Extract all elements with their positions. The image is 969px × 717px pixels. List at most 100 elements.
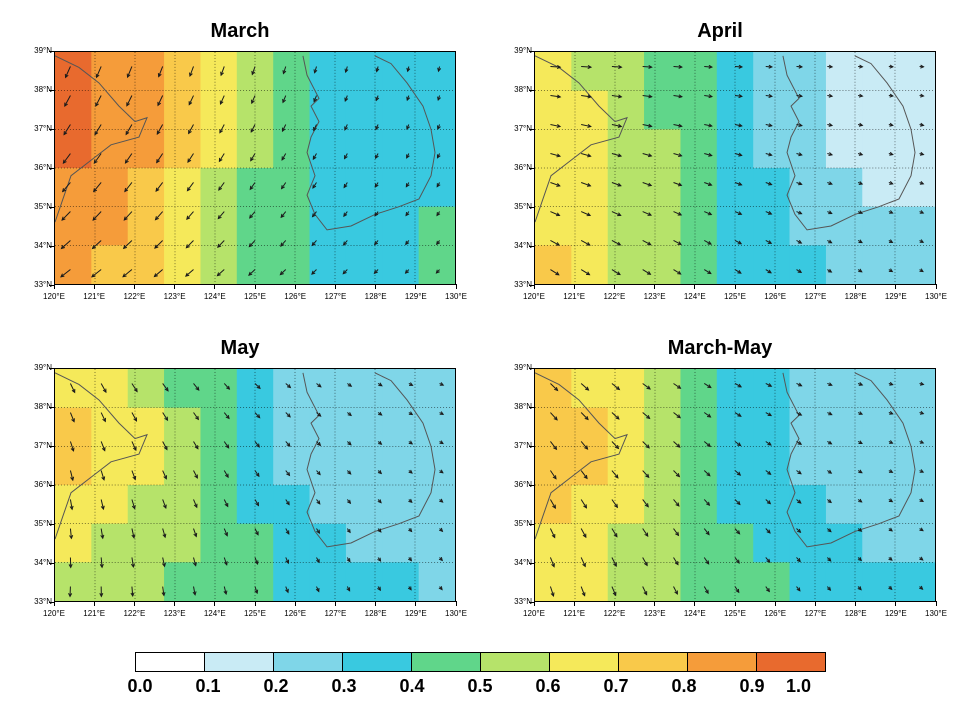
- x-tick-label: 121°E: [563, 609, 585, 618]
- x-tick-label: 124°E: [684, 609, 706, 618]
- x-tick-label: 123°E: [164, 292, 186, 301]
- panel-april: April33°N34°N35°N36°N37°N38°N39°N120°E12…: [500, 20, 940, 307]
- panel-title: May: [221, 337, 260, 360]
- colorbar-tick: 0.0: [106, 676, 174, 697]
- x-tick-label: 126°E: [284, 609, 306, 618]
- x-tick-label: 129°E: [405, 609, 427, 618]
- y-tick-label: 39°N: [20, 46, 52, 55]
- x-tick-label: 121°E: [563, 292, 585, 301]
- x-tick-label: 125°E: [724, 609, 746, 618]
- y-tick-label: 39°N: [500, 46, 532, 55]
- colorbar-swatch: [757, 653, 825, 671]
- y-tick-label: 34°N: [500, 558, 532, 567]
- x-tick-label: 127°E: [804, 609, 826, 618]
- colorbar-tick: 0.9: [718, 676, 786, 697]
- y-tick-label: 39°N: [20, 363, 52, 372]
- y-tick-label: 36°N: [20, 480, 52, 489]
- x-tick-label: 129°E: [405, 292, 427, 301]
- map-panel: 33°N34°N35°N36°N37°N38°N39°N120°E121°E12…: [500, 364, 940, 624]
- x-tick-label: 126°E: [284, 292, 306, 301]
- y-tick-label: 36°N: [500, 163, 532, 172]
- x-tick-label: 124°E: [204, 292, 226, 301]
- plot-area: [54, 368, 456, 602]
- x-tick-label: 125°E: [724, 292, 746, 301]
- map-panel: 33°N34°N35°N36°N37°N38°N39°N120°E121°E12…: [500, 47, 940, 307]
- x-tick-label: 125°E: [244, 609, 266, 618]
- y-tick-label: 34°N: [500, 241, 532, 250]
- colorbar-tick: 0.5: [446, 676, 514, 697]
- y-tick-label: 38°N: [20, 85, 52, 94]
- colorbar-tick: 0.7: [582, 676, 650, 697]
- colorbar-labels: 0.00.10.20.30.40.50.60.70.80.91.0: [140, 676, 820, 697]
- map-panel: 33°N 34°N 35°N 36°N 37°N 38°N 39°N 120°E 121°E 12…: [20, 47, 460, 307]
- x-tick-label: 128°E: [845, 609, 867, 618]
- panel-title: March-May: [668, 337, 772, 360]
- y-tick-label: 34°N: [20, 558, 52, 567]
- panel-title: March: [211, 20, 270, 43]
- colorbar-tick: 0.6: [514, 676, 582, 697]
- x-tick-label: 128°E: [365, 292, 387, 301]
- colorbar-tick: 0.2: [242, 676, 310, 697]
- x-tick-label: 123°E: [644, 609, 666, 618]
- colorbar-swatch: [343, 653, 412, 671]
- x-tick-label: 126°E: [764, 609, 786, 618]
- y-tick-label: 37°N: [20, 441, 52, 450]
- y-tick-label: 35°N: [500, 519, 532, 528]
- x-tick-label: 128°E: [845, 292, 867, 301]
- colorbar-swatch: [481, 653, 550, 671]
- y-tick-label: 35°N: [20, 202, 52, 211]
- plot-area: [54, 51, 456, 285]
- colorbar-tick: 0.4: [378, 676, 446, 697]
- x-tick-label: 125°E: [244, 292, 266, 301]
- x-tick-label: 121°E: [83, 609, 105, 618]
- y-tick-label: 33°N: [500, 280, 532, 289]
- x-tick-label: 129°E: [885, 292, 907, 301]
- x-tick-label: 127°E: [804, 292, 826, 301]
- x-tick-label: 122°E: [123, 292, 145, 301]
- y-tick-label: 36°N: [20, 163, 52, 172]
- x-tick-label: 126°E: [764, 292, 786, 301]
- x-tick-label: 130°E: [925, 609, 947, 618]
- y-tick-label: 33°N: [20, 597, 52, 606]
- panel-title: April: [697, 20, 743, 43]
- y-tick-label: 33°N: [20, 280, 52, 289]
- colorbar-tick: 0.1: [174, 676, 242, 697]
- x-tick-label: 120°E: [43, 609, 65, 618]
- panel-may: May33°N34°N35°N36°N37°N38°N39°N120°E121°…: [20, 337, 460, 624]
- x-tick-label: 123°E: [644, 292, 666, 301]
- y-tick-label: 35°N: [500, 202, 532, 211]
- x-tick-label: 127°E: [324, 292, 346, 301]
- colorbar-swatch: [688, 653, 757, 671]
- y-tick-label: 39°N: [500, 363, 532, 372]
- plot-area: [534, 51, 936, 285]
- x-tick-label: 130°E: [445, 609, 467, 618]
- x-tick-label: 123°E: [164, 609, 186, 618]
- colorbar: [135, 652, 826, 672]
- panel-march-may: March-May33°N34°N35°N36°N37°N38°N39°N120…: [500, 337, 940, 624]
- colorbar-swatch: [274, 653, 343, 671]
- x-tick-label: 120°E: [43, 292, 65, 301]
- x-tick-label: 122°E: [603, 292, 625, 301]
- colorbar-tick: 0.8: [650, 676, 718, 697]
- map-panel: 33°N34°N35°N36°N37°N38°N39°N120°E121°E12…: [20, 364, 460, 624]
- x-tick-label: 122°E: [123, 609, 145, 618]
- y-tick-label: 37°N: [500, 441, 532, 450]
- colorbar-swatch: [550, 653, 619, 671]
- colorbar-swatch: [136, 653, 205, 671]
- x-tick-label: 124°E: [684, 292, 706, 301]
- y-tick-label: 37°N: [20, 124, 52, 133]
- colorbar-tick: 0.3: [310, 676, 378, 697]
- x-tick-label: 121°E: [83, 292, 105, 301]
- y-tick-label: 36°N: [500, 480, 532, 489]
- plot-area: [534, 368, 936, 602]
- y-tick-label: 38°N: [20, 402, 52, 411]
- x-tick-label: 124°E: [204, 609, 226, 618]
- x-tick-label: 130°E: [445, 292, 467, 301]
- y-tick-label: 34°N: [20, 241, 52, 250]
- y-tick-label: 38°N: [500, 402, 532, 411]
- panel-grid: March 33°N 34°N 35°N 36°N 37°N 38°N 39°N 120°E 12…: [20, 20, 940, 624]
- x-tick-label: 122°E: [603, 609, 625, 618]
- y-tick-label: 37°N: [500, 124, 532, 133]
- x-tick-label: 130°E: [925, 292, 947, 301]
- panel-march: March 33°N 34°N 35°N 36°N 37°N 38°N 39°N 120°E 12…: [20, 20, 460, 307]
